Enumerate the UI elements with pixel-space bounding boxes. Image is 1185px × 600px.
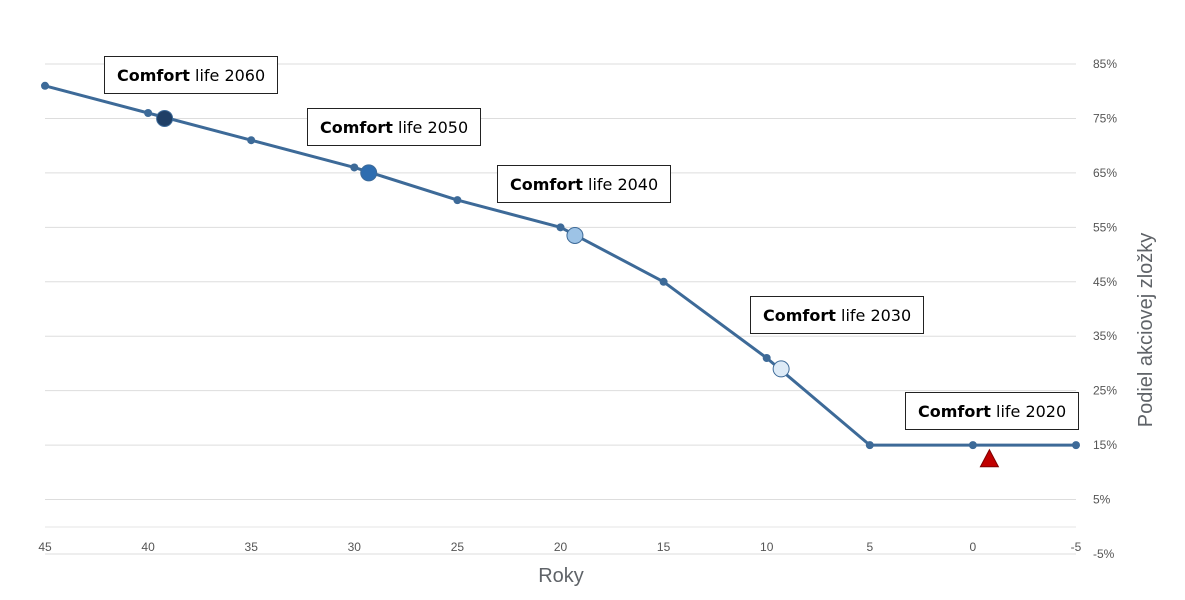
data-point — [144, 109, 153, 117]
series-layer — [41, 81, 1080, 450]
y-tick-label: 25% — [1093, 384, 1117, 398]
x-tick-label: 40 — [141, 540, 155, 554]
x-tick-label: 5 — [866, 540, 873, 554]
y-tick-label: 15% — [1093, 438, 1117, 452]
fund-label: Comfort life 2060 — [104, 56, 279, 94]
y-tick-label: 45% — [1093, 275, 1117, 289]
fund-label-name: life 2060 — [189, 66, 266, 85]
y-tick-label: 65% — [1093, 166, 1117, 180]
fund-label-brand: Comfort — [510, 175, 583, 194]
y-axis-title: Podiel akciovej zložky — [1135, 233, 1157, 428]
data-point — [762, 354, 771, 362]
fund-label: Comfort life 2020 — [905, 392, 1080, 430]
fund-label-name: life 2020 — [990, 402, 1067, 421]
y-tick-label: 35% — [1093, 329, 1117, 343]
fund-label-name: life 2030 — [835, 306, 912, 325]
fund-marker-triangle — [979, 448, 1000, 468]
fund-markers — [156, 109, 1000, 468]
y-tick-label: 75% — [1093, 111, 1117, 125]
fund-marker — [156, 109, 174, 127]
fund-label-brand: Comfort — [320, 118, 393, 137]
fund-marker — [772, 360, 790, 378]
x-tick-label: 20 — [554, 540, 568, 554]
data-point — [350, 163, 359, 172]
x-tick-label: 25 — [451, 540, 465, 554]
x-tick-label: 10 — [760, 540, 774, 554]
data-point — [556, 223, 565, 232]
x-tick-label: 30 — [348, 540, 362, 554]
x-tick-label: 35 — [245, 540, 259, 554]
x-tick-label: 45 — [38, 540, 52, 554]
x-axis-title: Roky — [538, 565, 584, 587]
y-tick-label: 85% — [1093, 57, 1117, 71]
data-point — [659, 277, 668, 286]
data-point — [968, 441, 977, 450]
fund-label-brand: Comfort — [918, 402, 991, 421]
fund-label: Comfort life 2050 — [307, 108, 482, 146]
x-axis-ticks: 45 40 35 30 25 20 15 10 5 0 -5 — [38, 540, 1081, 554]
fund-label-brand: Comfort — [763, 306, 836, 325]
data-point — [247, 136, 256, 145]
fund-label-name: life 2040 — [582, 175, 659, 194]
data-point — [453, 196, 462, 205]
y-tick-label: 5% — [1093, 493, 1111, 507]
fund-label: Comfort life 2030 — [750, 296, 925, 334]
fund-marker — [360, 164, 378, 182]
gridlines — [45, 63, 1076, 555]
data-point — [1072, 441, 1080, 450]
fund-label: Comfort life 2040 — [497, 165, 672, 203]
fund-label-brand: Comfort — [117, 66, 190, 85]
x-tick-label: 15 — [657, 540, 671, 554]
data-point — [865, 441, 874, 450]
x-tick-label: -5 — [1071, 540, 1082, 554]
y-tick-label: -5% — [1093, 547, 1115, 561]
data-point — [41, 81, 49, 90]
fund-label-name: life 2050 — [392, 118, 469, 137]
x-tick-label: 0 — [970, 540, 977, 554]
y-tick-label: 55% — [1093, 220, 1117, 234]
y-axis-ticks: 85% 75% 65% 55% 45% 35% 25% 15% 5% -5% — [1093, 57, 1117, 561]
fund-marker — [566, 227, 584, 244]
